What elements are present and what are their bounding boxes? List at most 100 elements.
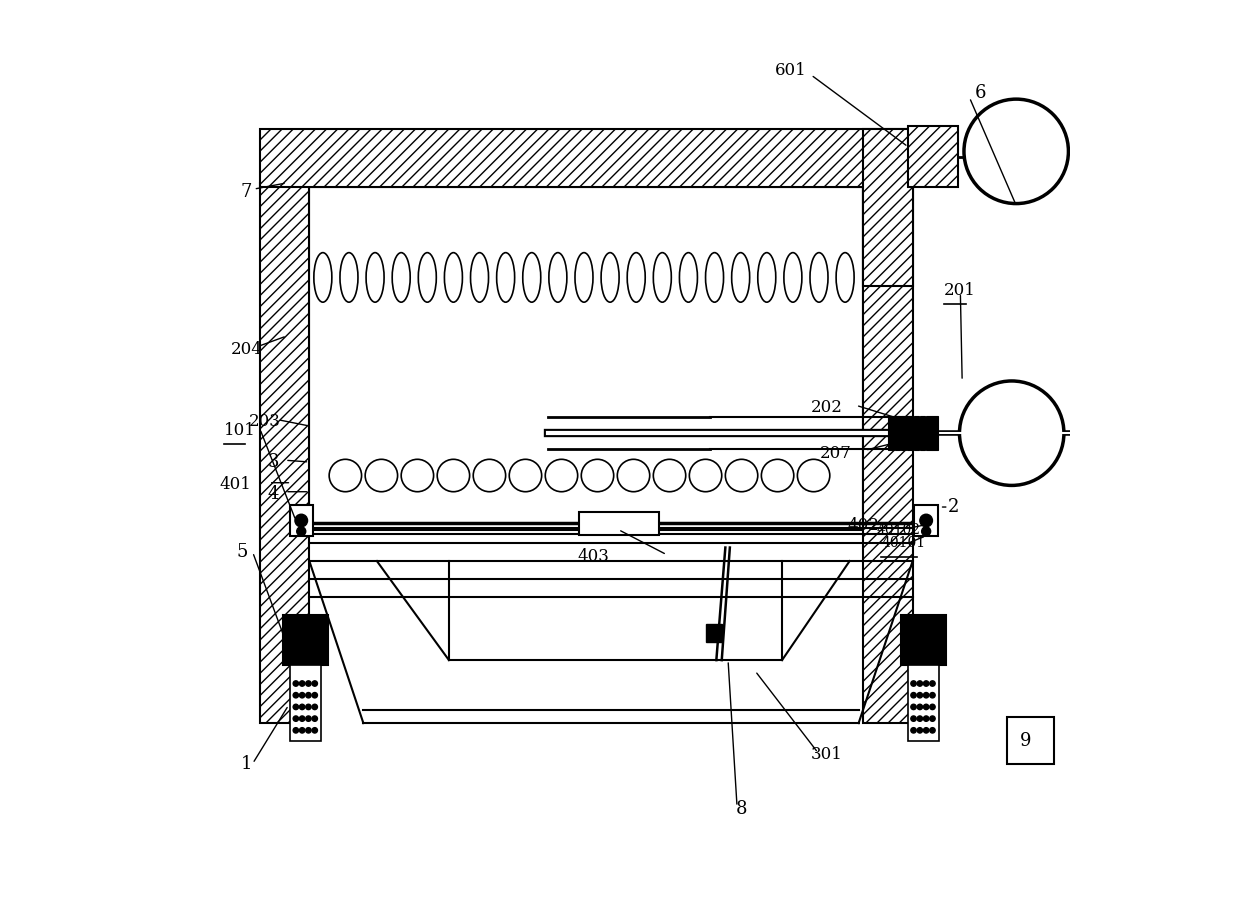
Circle shape bbox=[293, 680, 299, 686]
Ellipse shape bbox=[470, 253, 489, 303]
Bar bbox=[901, 615, 946, 665]
Circle shape bbox=[293, 728, 299, 733]
Ellipse shape bbox=[601, 253, 619, 303]
Circle shape bbox=[761, 459, 794, 492]
Circle shape bbox=[924, 728, 929, 733]
Circle shape bbox=[296, 526, 306, 535]
Bar bbox=[888, 416, 894, 450]
Circle shape bbox=[299, 716, 305, 721]
Circle shape bbox=[312, 716, 317, 721]
Circle shape bbox=[653, 459, 686, 492]
Circle shape bbox=[911, 704, 916, 709]
Ellipse shape bbox=[706, 253, 724, 303]
Circle shape bbox=[312, 704, 317, 709]
Text: 601: 601 bbox=[775, 62, 807, 79]
Text: 2: 2 bbox=[947, 498, 959, 516]
Text: 3: 3 bbox=[268, 453, 279, 471]
Bar bbox=[260, 183, 309, 723]
Bar bbox=[863, 183, 913, 723]
Text: 101: 101 bbox=[223, 422, 255, 439]
Text: 402: 402 bbox=[847, 516, 879, 534]
Circle shape bbox=[930, 728, 935, 733]
Circle shape bbox=[474, 459, 506, 492]
Circle shape bbox=[921, 526, 931, 535]
Circle shape bbox=[930, 692, 935, 698]
Text: 203: 203 bbox=[248, 413, 280, 430]
Ellipse shape bbox=[444, 253, 463, 303]
Ellipse shape bbox=[340, 253, 358, 303]
Bar bbox=[290, 665, 321, 741]
Text: 401: 401 bbox=[219, 476, 250, 493]
Ellipse shape bbox=[497, 253, 515, 303]
Circle shape bbox=[299, 704, 305, 709]
Bar bbox=[901, 416, 906, 450]
Text: 204: 204 bbox=[231, 341, 262, 358]
Circle shape bbox=[618, 459, 650, 492]
Ellipse shape bbox=[418, 253, 436, 303]
Circle shape bbox=[924, 716, 929, 721]
Circle shape bbox=[924, 692, 929, 698]
Circle shape bbox=[918, 716, 923, 721]
Bar bbox=[579, 513, 658, 535]
Circle shape bbox=[930, 716, 935, 721]
Bar bbox=[908, 126, 957, 188]
Circle shape bbox=[306, 680, 311, 686]
Bar bbox=[706, 624, 722, 642]
Circle shape bbox=[295, 515, 308, 526]
Text: 1: 1 bbox=[241, 755, 252, 773]
Circle shape bbox=[911, 728, 916, 733]
Bar bbox=[908, 665, 939, 741]
Ellipse shape bbox=[627, 253, 645, 303]
Bar bbox=[894, 416, 900, 450]
Bar bbox=[283, 615, 329, 665]
Circle shape bbox=[924, 680, 929, 686]
Ellipse shape bbox=[836, 253, 854, 303]
Text: 202: 202 bbox=[811, 400, 843, 417]
Bar bbox=[914, 416, 919, 450]
Text: 7: 7 bbox=[241, 183, 252, 201]
Bar bbox=[908, 416, 913, 450]
Text: 207: 207 bbox=[820, 445, 852, 461]
Circle shape bbox=[293, 692, 299, 698]
Circle shape bbox=[920, 515, 932, 526]
Circle shape bbox=[293, 704, 299, 709]
Circle shape bbox=[312, 728, 317, 733]
Circle shape bbox=[960, 381, 1064, 486]
Circle shape bbox=[582, 459, 614, 492]
Text: 40102: 40102 bbox=[877, 523, 920, 536]
Ellipse shape bbox=[784, 253, 802, 303]
Ellipse shape bbox=[392, 253, 410, 303]
Text: 40101: 40101 bbox=[882, 536, 925, 550]
Circle shape bbox=[918, 692, 923, 698]
Text: 8: 8 bbox=[735, 800, 748, 818]
Circle shape bbox=[365, 459, 398, 492]
Circle shape bbox=[930, 680, 935, 686]
Bar bbox=[289, 506, 312, 535]
Circle shape bbox=[312, 680, 317, 686]
Circle shape bbox=[312, 692, 317, 698]
Circle shape bbox=[299, 728, 305, 733]
Circle shape bbox=[918, 680, 923, 686]
Text: 4: 4 bbox=[268, 485, 279, 503]
Bar bbox=[863, 129, 913, 286]
Text: 403: 403 bbox=[577, 548, 609, 565]
Ellipse shape bbox=[366, 253, 384, 303]
Ellipse shape bbox=[653, 253, 671, 303]
Circle shape bbox=[689, 459, 722, 492]
Bar bbox=[920, 416, 925, 450]
Text: 201: 201 bbox=[944, 283, 976, 299]
Circle shape bbox=[438, 459, 470, 492]
Circle shape bbox=[963, 99, 1069, 204]
Circle shape bbox=[930, 704, 935, 709]
Text: 9: 9 bbox=[1019, 732, 1030, 750]
Circle shape bbox=[306, 704, 311, 709]
Circle shape bbox=[918, 704, 923, 709]
Bar bbox=[260, 129, 908, 188]
Circle shape bbox=[299, 680, 305, 686]
Bar bbox=[1007, 717, 1054, 764]
Circle shape bbox=[306, 716, 311, 721]
Circle shape bbox=[797, 459, 830, 492]
Circle shape bbox=[911, 680, 916, 686]
Circle shape bbox=[306, 692, 311, 698]
Text: 6: 6 bbox=[975, 84, 986, 101]
